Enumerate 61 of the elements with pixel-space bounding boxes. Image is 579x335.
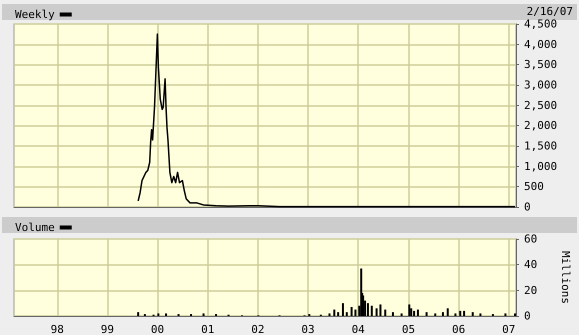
bar [366,303,369,316]
bar [472,312,474,316]
bar [416,310,419,316]
bar [514,313,516,316]
bar [337,312,340,316]
bar [446,308,449,316]
bar [454,313,456,316]
line-series [137,33,516,208]
bar [328,313,330,316]
y-axis-title: Millions [559,251,572,304]
x-tick-label: 07 [502,323,516,335]
y-tick-label: 3,000 [524,78,558,92]
bar [379,304,382,316]
x-tick-label: 02 [251,323,265,335]
bar [413,310,416,316]
bar [463,310,466,316]
bar [202,313,205,316]
bar [165,313,168,316]
bar [354,310,356,316]
legend-label: Weekly [14,8,56,21]
bar [333,310,336,316]
x-tick-label: 99 [100,323,114,335]
legend-label: Volume [14,221,55,234]
x-tick-label: 01 [201,323,214,335]
x-tick-label: 98 [50,323,64,335]
y-tick-label: 4,500 [524,18,558,30]
y-tick-label: 500 [524,180,544,194]
x-tick-label: 03 [301,323,315,335]
x-tick-label: 04 [352,323,366,335]
text: 2/16/07 [526,5,573,18]
y-tick-label: 2,500 [524,98,558,112]
y-tick-label: 40 [524,258,538,272]
bar [350,307,353,316]
y-tick-label: 20 [524,284,538,297]
bar [459,310,462,316]
bar [400,313,403,316]
y-tick-label: 3,500 [524,58,558,72]
x-tick-label: 00 [150,323,164,335]
bar [504,313,506,316]
y-tick-label: 0 [524,310,531,322]
bar [137,312,140,316]
bar [426,312,428,316]
bar [376,308,378,316]
bar [157,313,160,316]
bar [410,308,412,316]
y-tick-label: 4,000 [524,38,558,51]
bar [442,312,444,316]
y-tick-label: 0 [524,200,531,214]
x-tick-label: 06 [452,323,466,335]
y-tick-label: 2,000 [524,119,558,132]
bar [434,313,436,316]
y-tick-label: 1,500 [524,140,558,152]
bar [392,312,394,316]
bar [479,313,482,316]
bar [384,310,386,316]
x-tick-label: 05 [402,323,416,335]
y-tick-label: 1,000 [524,160,558,173]
bar [342,303,344,316]
bar [370,306,373,316]
y-tick-label: 60 [524,232,538,246]
bar [346,312,348,316]
